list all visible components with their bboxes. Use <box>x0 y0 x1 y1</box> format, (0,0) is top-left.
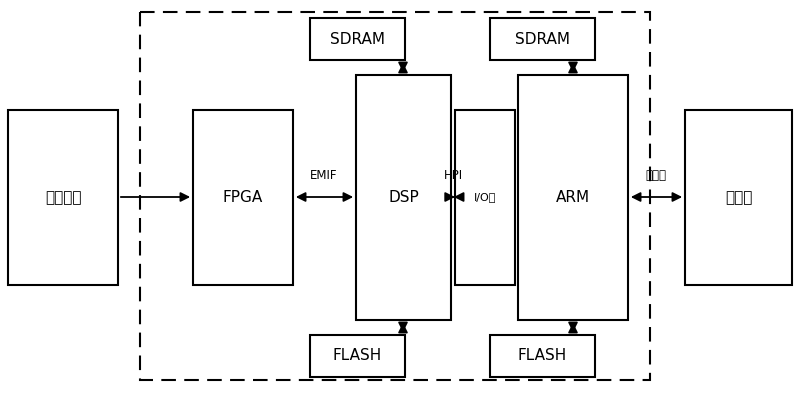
Bar <box>310 335 405 377</box>
Bar <box>8 110 118 285</box>
Bar <box>518 75 628 320</box>
Text: FLASH: FLASH <box>333 348 382 364</box>
Bar <box>193 110 293 285</box>
Text: 上位机: 上位机 <box>725 190 752 205</box>
Bar <box>490 335 595 377</box>
Text: DSP: DSP <box>388 190 419 205</box>
Bar <box>455 110 515 285</box>
Text: EMIF: EMIF <box>310 169 338 182</box>
Bar <box>140 12 650 380</box>
Bar <box>685 110 792 285</box>
Bar <box>490 18 595 60</box>
Text: I/O口: I/O口 <box>474 192 496 202</box>
Text: SDRAM: SDRAM <box>330 32 385 46</box>
Text: SDRAM: SDRAM <box>515 32 570 46</box>
Bar <box>356 75 451 320</box>
Text: HPI: HPI <box>443 169 462 182</box>
Text: 被测系统: 被测系统 <box>45 190 82 205</box>
Text: ARM: ARM <box>556 190 590 205</box>
Text: FPGA: FPGA <box>223 190 263 205</box>
Text: 以太网: 以太网 <box>646 169 666 182</box>
Text: FLASH: FLASH <box>518 348 567 364</box>
Bar <box>310 18 405 60</box>
